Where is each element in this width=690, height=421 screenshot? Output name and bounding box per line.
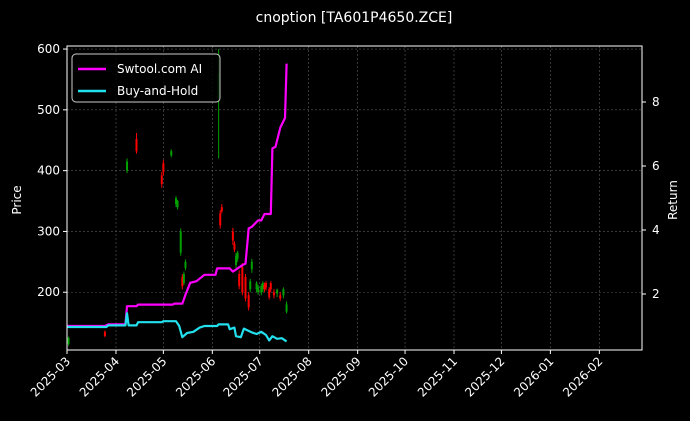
y2-tick-label: 4 bbox=[652, 223, 660, 237]
candle-body bbox=[126, 161, 129, 171]
series-line-1 bbox=[67, 312, 288, 343]
y2-tick-label: 6 bbox=[652, 159, 660, 173]
candle-body bbox=[269, 283, 272, 290]
candle-body bbox=[276, 289, 279, 294]
candle-body bbox=[285, 304, 288, 312]
y-axis-right: 2 4 6 8 bbox=[642, 95, 660, 301]
candle-body bbox=[260, 286, 263, 293]
candle-body bbox=[282, 289, 285, 296]
legend-label-0: Swtool.com AI bbox=[117, 62, 202, 76]
y2-tick-label: 2 bbox=[652, 287, 660, 301]
candle-body bbox=[265, 283, 268, 288]
y-tick-label: 600 bbox=[37, 42, 60, 56]
y-tick-label: 400 bbox=[37, 164, 60, 178]
candle-body bbox=[170, 151, 173, 156]
candle-body bbox=[67, 337, 70, 344]
candle-body bbox=[181, 277, 184, 287]
legend: Swtool.com AI Buy-and-Hold bbox=[71, 53, 221, 103]
candle-body bbox=[235, 255, 238, 265]
candle-body bbox=[279, 295, 282, 299]
candle-body bbox=[135, 139, 138, 152]
candle-body bbox=[220, 207, 223, 212]
candle-body bbox=[160, 175, 163, 185]
y-tick-label: 300 bbox=[37, 224, 60, 238]
y-tick-label: 200 bbox=[37, 285, 60, 299]
chart-title: cnoption [TA601P4650.ZCE] bbox=[256, 10, 453, 26]
plot-frame bbox=[66, 45, 643, 351]
candle-body bbox=[184, 261, 187, 268]
candle-body bbox=[250, 261, 253, 270]
candle-body bbox=[257, 287, 260, 293]
candle-body bbox=[182, 274, 185, 284]
candle-body bbox=[244, 277, 247, 299]
candle-body bbox=[249, 281, 252, 290]
y2-axis-label: Return bbox=[666, 180, 680, 220]
candle-body bbox=[272, 292, 275, 296]
y2-tick-label: 8 bbox=[652, 95, 660, 109]
series-line-0 bbox=[67, 63, 288, 328]
candle-body bbox=[174, 198, 177, 205]
candle-body bbox=[103, 331, 106, 337]
candle-body bbox=[179, 231, 182, 253]
y-axis-label: Price bbox=[10, 185, 24, 214]
candle-body bbox=[261, 283, 264, 290]
candle-body bbox=[236, 252, 239, 259]
y-axis-left: 200 300 400 500 600 bbox=[37, 42, 67, 299]
candle-body bbox=[241, 266, 244, 293]
candle-body bbox=[233, 243, 236, 250]
candle-body bbox=[231, 231, 234, 241]
candle-body bbox=[238, 274, 241, 287]
candles bbox=[67, 49, 288, 346]
candle-body bbox=[247, 295, 250, 308]
candle-body bbox=[219, 213, 222, 226]
legend-label-1: Buy-and-Hold bbox=[117, 84, 198, 98]
candle-body bbox=[162, 163, 165, 172]
series-lines bbox=[67, 63, 288, 343]
candle-body bbox=[263, 284, 266, 290]
candle-body bbox=[255, 283, 258, 290]
candle-body bbox=[176, 201, 179, 208]
y-tick-label: 500 bbox=[37, 103, 60, 117]
legend-box bbox=[71, 53, 221, 103]
candle-body bbox=[268, 289, 271, 298]
